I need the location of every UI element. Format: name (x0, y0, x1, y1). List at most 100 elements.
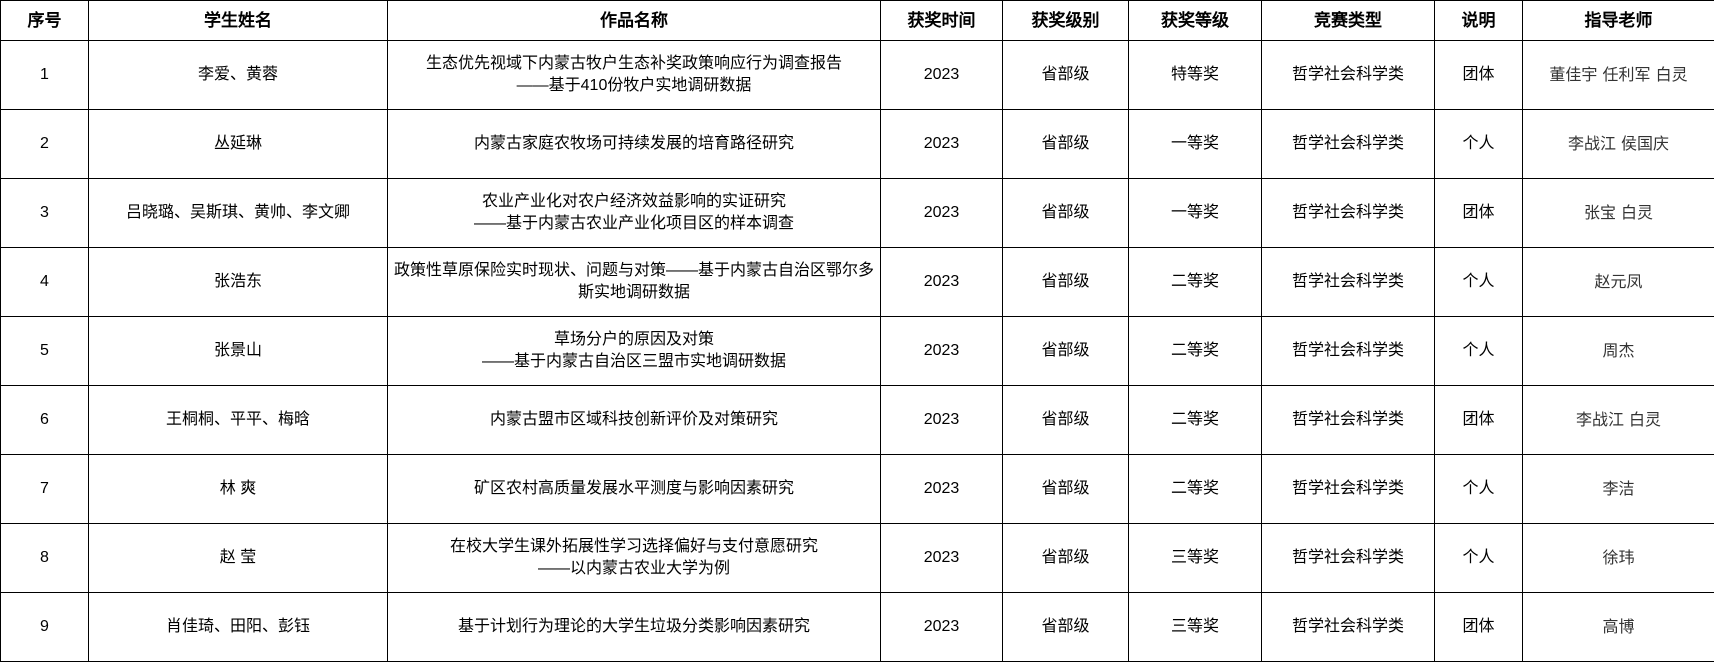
header-award-level: 获奖级别 (1002, 0, 1129, 41)
table-row: 4 张浩东 政策性草原保险实时现状、问题与对策——基于内蒙古自治区鄂尔多斯实地调研数… (0, 247, 1714, 317)
cell-student-names: 张景山 (88, 316, 388, 386)
header-competition-type: 竞赛类型 (1261, 0, 1435, 41)
cell-work-title: 生态优先视域下内蒙古牧户生态补奖政策响应行为调查报告 ——基于410份牧户实地调… (387, 40, 881, 110)
cell-competition-type: 哲学社会科学类 (1261, 40, 1435, 110)
header-note: 说明 (1434, 0, 1523, 41)
cell-competition-type: 哲学社会科学类 (1261, 178, 1435, 248)
cell-note: 团体 (1434, 40, 1523, 110)
header-work-title: 作品名称 (387, 0, 881, 41)
cell-note: 个人 (1434, 247, 1523, 317)
cell-note: 个人 (1434, 109, 1523, 179)
cell-student-names: 张浩东 (88, 247, 388, 317)
table-row: 5 张景山 草场分户的原因及对策 ——基于内蒙古自治区三盟市实地调研数据 2023 省部… (0, 316, 1714, 386)
cell-award-year: 2023 (880, 523, 1003, 593)
cell-award-year: 2023 (880, 454, 1003, 524)
table-row: 1 李爱、黄蓉 生态优先视域下内蒙古牧户生态补奖政策响应行为调查报告 ——基于410… (0, 40, 1714, 110)
cell-note: 个人 (1434, 454, 1523, 524)
cell-award-year: 2023 (880, 40, 1003, 110)
cell-award-grade: 三等奖 (1128, 592, 1262, 662)
cell-award-grade: 二等奖 (1128, 385, 1262, 455)
cell-student-names: 林 爽 (88, 454, 388, 524)
cell-work-title: 草场分户的原因及对策 ——基于内蒙古自治区三盟市实地调研数据 (387, 316, 881, 386)
cell-competition-type: 哲学社会科学类 (1261, 247, 1435, 317)
cell-advisor: 李战江 白灵 (1522, 385, 1714, 455)
table-row: 2 丛延琳 内蒙古家庭农牧场可持续发展的培育路径研究 2023 省部级 一等奖 哲学社会科学… (0, 109, 1714, 179)
cell-competition-type: 哲学社会科学类 (1261, 316, 1435, 386)
cell-index: 7 (0, 454, 89, 524)
cell-award-level: 省部级 (1002, 454, 1129, 524)
cell-advisor: 高博 (1522, 592, 1714, 662)
cell-work-title: 基于计划行为理论的大学生垃圾分类影响因素研究 (387, 592, 881, 662)
cell-note: 团体 (1434, 178, 1523, 248)
cell-advisor: 赵元凤 (1522, 247, 1714, 317)
cell-award-level: 省部级 (1002, 247, 1129, 317)
cell-advisor: 李战江 侯国庆 (1522, 109, 1714, 179)
cell-award-grade: 一等奖 (1128, 109, 1262, 179)
table-row: 6 王桐桐、平平、梅晗 内蒙古盟市区域科技创新评价及对策研究 2023 省部级 二等奖 哲学… (0, 385, 1714, 455)
table-row: 9 肖佳琦、田阳、彭钰 基于计划行为理论的大学生垃圾分类影响因素研究 2023 省部级三… (0, 592, 1714, 662)
cell-advisor: 董佳宇 任利军 白灵 (1522, 40, 1714, 110)
table-row: 3 吕晓璐、吴斯琪、黄帅、李文卿 农业产业化对农户经济效益影响的实证研究 ——基于内… (0, 178, 1714, 248)
cell-award-grade: 二等奖 (1128, 247, 1262, 317)
cell-advisor: 徐玮 (1522, 523, 1714, 593)
cell-student-names: 丛延琳 (88, 109, 388, 179)
cell-work-title: 内蒙古盟市区域科技创新评价及对策研究 (387, 385, 881, 455)
cell-index: 8 (0, 523, 89, 593)
cell-index: 3 (0, 178, 89, 248)
cell-competition-type: 哲学社会科学类 (1261, 109, 1435, 179)
cell-award-grade: 二等奖 (1128, 454, 1262, 524)
cell-student-names: 赵 莹 (88, 523, 388, 593)
cell-work-title: 矿区农村高质量发展水平测度与影响因素研究 (387, 454, 881, 524)
cell-index: 6 (0, 385, 89, 455)
cell-award-year: 2023 (880, 178, 1003, 248)
cell-note: 团体 (1434, 385, 1523, 455)
cell-award-level: 省部级 (1002, 523, 1129, 593)
cell-advisor: 周杰 (1522, 316, 1714, 386)
cell-award-level: 省部级 (1002, 385, 1129, 455)
cell-competition-type: 哲学社会科学类 (1261, 385, 1435, 455)
cell-award-level: 省部级 (1002, 109, 1129, 179)
cell-award-level: 省部级 (1002, 178, 1129, 248)
header-award-year: 获奖时间 (880, 0, 1003, 41)
cell-competition-type: 哲学社会科学类 (1261, 592, 1435, 662)
cell-award-year: 2023 (880, 592, 1003, 662)
cell-student-names: 肖佳琦、田阳、彭钰 (88, 592, 388, 662)
cell-award-level: 省部级 (1002, 316, 1129, 386)
header-award-grade: 获奖等级 (1128, 0, 1262, 41)
cell-award-grade: 二等奖 (1128, 316, 1262, 386)
cell-award-year: 2023 (880, 109, 1003, 179)
cell-award-level: 省部级 (1002, 40, 1129, 110)
cell-work-title: 农业产业化对农户经济效益影响的实证研究 ——基于内蒙古农业产业化项目区的样本调查 (387, 178, 881, 248)
cell-award-grade: 一等奖 (1128, 178, 1262, 248)
cell-index: 1 (0, 40, 89, 110)
cell-index: 4 (0, 247, 89, 317)
header-row: 序号 学生姓名 作品名称 获奖时间 获奖级别 获奖等级 竞赛类型 说明 指导老师 (0, 0, 1714, 41)
cell-advisor: 张宝 白灵 (1522, 178, 1714, 248)
cell-award-year: 2023 (880, 247, 1003, 317)
cell-competition-type: 哲学社会科学类 (1261, 454, 1435, 524)
cell-award-year: 2023 (880, 316, 1003, 386)
cell-index: 9 (0, 592, 89, 662)
cell-advisor: 李洁 (1522, 454, 1714, 524)
header-advisor: 指导老师 (1522, 0, 1714, 41)
header-index: 序号 (0, 0, 89, 41)
cell-work-title: 内蒙古家庭农牧场可持续发展的培育路径研究 (387, 109, 881, 179)
cell-note: 个人 (1434, 523, 1523, 593)
cell-award-level: 省部级 (1002, 592, 1129, 662)
cell-note: 个人 (1434, 316, 1523, 386)
cell-award-year: 2023 (880, 385, 1003, 455)
header-student-names: 学生姓名 (88, 0, 388, 41)
cell-award-grade: 特等奖 (1128, 40, 1262, 110)
cell-student-names: 吕晓璐、吴斯琪、黄帅、李文卿 (88, 178, 388, 248)
cell-work-title: 政策性草原保险实时现状、问题与对策——基于内蒙古自治区鄂尔多斯实地调研数据 (387, 247, 881, 317)
cell-note: 团体 (1434, 592, 1523, 662)
cell-competition-type: 哲学社会科学类 (1261, 523, 1435, 593)
cell-index: 2 (0, 109, 89, 179)
cell-award-grade: 三等奖 (1128, 523, 1262, 593)
cell-student-names: 王桐桐、平平、梅晗 (88, 385, 388, 455)
cell-work-title: 在校大学生课外拓展性学习选择偏好与支付意愿研究 ——以内蒙古农业大学为例 (387, 523, 881, 593)
cell-student-names: 李爱、黄蓉 (88, 40, 388, 110)
